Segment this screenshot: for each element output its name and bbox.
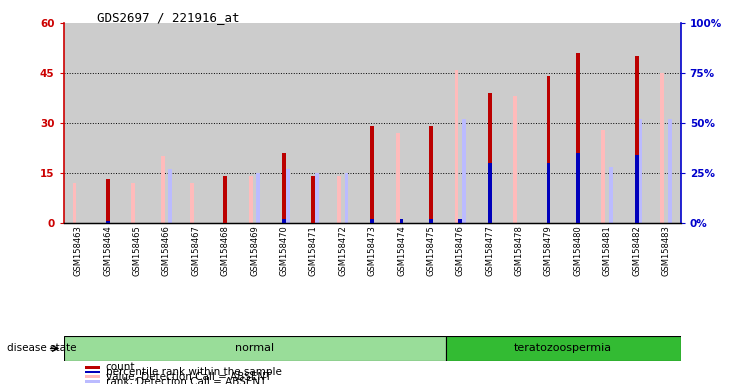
Text: percentile rank within the sample: percentile rank within the sample: [105, 367, 281, 377]
Bar: [513, 96, 517, 223]
Bar: [105, 221, 109, 223]
Bar: [635, 155, 639, 223]
Bar: [547, 163, 551, 223]
Bar: [668, 119, 672, 223]
Bar: [85, 380, 99, 383]
Bar: [459, 219, 462, 223]
Bar: [462, 119, 466, 223]
Bar: [660, 73, 664, 223]
Bar: [429, 219, 433, 223]
Bar: [455, 70, 459, 223]
Bar: [370, 126, 374, 223]
Text: rank, Detection Call = ABSENT: rank, Detection Call = ABSENT: [105, 377, 266, 384]
Bar: [105, 179, 109, 223]
Bar: [601, 129, 605, 223]
Bar: [609, 167, 613, 223]
Bar: [286, 169, 289, 223]
Text: disease state: disease state: [7, 343, 77, 354]
Bar: [168, 169, 172, 223]
Bar: [85, 371, 99, 373]
Bar: [311, 176, 315, 223]
Bar: [190, 183, 194, 223]
Bar: [249, 176, 253, 223]
Bar: [64, 336, 446, 361]
Bar: [635, 56, 639, 223]
Bar: [488, 93, 491, 223]
Bar: [547, 76, 551, 223]
Bar: [576, 153, 580, 223]
Bar: [345, 173, 349, 223]
Text: GDS2697 / 221916_at: GDS2697 / 221916_at: [97, 12, 240, 25]
Text: teratozoospermia: teratozoospermia: [514, 343, 612, 354]
Bar: [85, 376, 99, 378]
Bar: [85, 366, 99, 369]
Bar: [399, 219, 403, 223]
Bar: [257, 173, 260, 223]
Bar: [132, 183, 135, 223]
Bar: [396, 133, 399, 223]
Bar: [429, 126, 433, 223]
Bar: [370, 219, 374, 223]
Bar: [161, 156, 165, 223]
Text: count: count: [105, 362, 135, 372]
Bar: [73, 183, 76, 223]
Bar: [282, 219, 286, 223]
Bar: [224, 176, 227, 223]
Bar: [639, 119, 643, 223]
Bar: [315, 173, 319, 223]
Bar: [576, 53, 580, 223]
Bar: [488, 163, 491, 223]
Text: value, Detection Call = ABSENT: value, Detection Call = ABSENT: [105, 372, 271, 382]
Bar: [282, 153, 286, 223]
Bar: [337, 176, 341, 223]
Text: normal: normal: [235, 343, 275, 354]
Bar: [446, 336, 681, 361]
